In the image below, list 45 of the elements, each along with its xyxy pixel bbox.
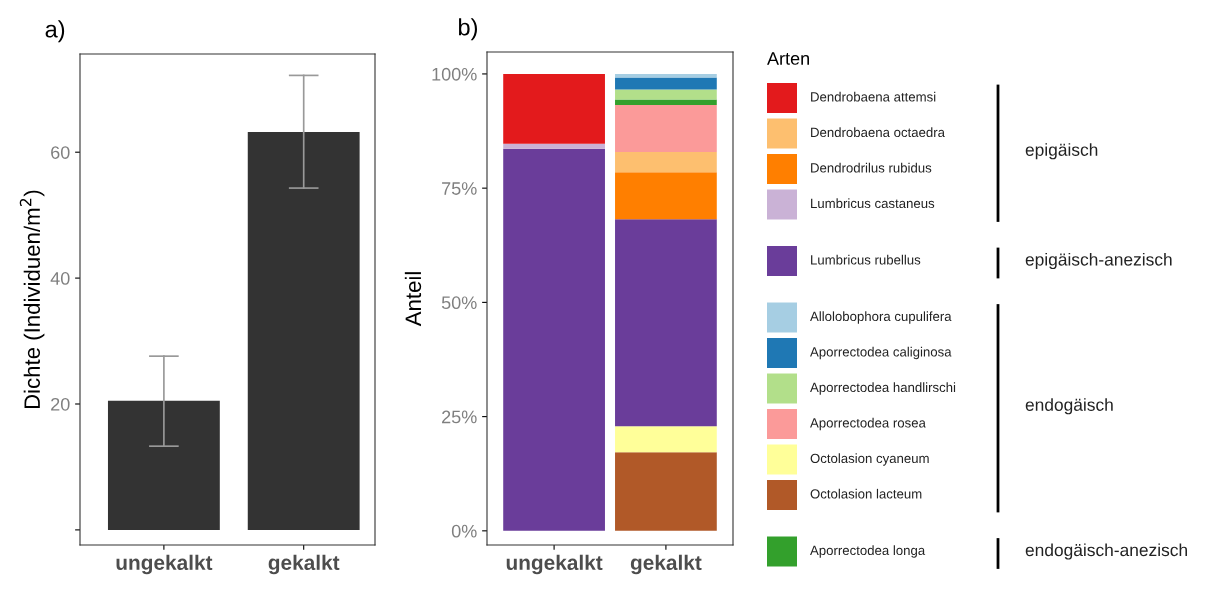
- chart-title: b): [459, 18, 478, 41]
- bar: [615, 152, 717, 173]
- legend-label: Dendrobaena attemsi: [811, 91, 936, 102]
- bar: [615, 77, 717, 90]
- text: epigäisch-anezisch: [1025, 252, 1172, 270]
- legend-label: Octolasion cyaneum: [810, 453, 929, 466]
- bar: [615, 99, 717, 105]
- bar: [615, 172, 717, 220]
- y-axis-title: Dichte (Individuen/m$^{2}$): [19, 190, 45, 409]
- bar: [615, 219, 717, 427]
- y-tick-label: 20: [51, 397, 70, 411]
- bar: [615, 73, 717, 78]
- x-tick-label: gekalkt: [630, 554, 702, 575]
- y-tick-label: 40: [50, 272, 70, 285]
- legend-label: Aporrectodea longa: [810, 545, 926, 558]
- x-tick-label: ungekalkt: [116, 554, 213, 575]
- y-tick-label: 25%: [442, 410, 477, 424]
- legend-label: Allolobophora cupulifera: [810, 311, 952, 324]
- y-axis-title: Anteil: [404, 272, 422, 327]
- y-tick-label: 75%: [442, 182, 477, 195]
- legend-label: Lumbricus castaneus: [811, 198, 935, 209]
- legend-label: Aporrectodea caliginosa: [810, 346, 952, 360]
- bar: [615, 89, 717, 100]
- legend-label: Aporrectodea rosea: [810, 417, 926, 431]
- bar: [503, 143, 605, 149]
- x-tick-label: ungekalkt: [506, 554, 603, 575]
- y-tick-label: 60: [51, 146, 70, 159]
- legend-label: Lumbricus rubellus: [811, 254, 921, 265]
- legend-label: Dendrobaena octaedra: [811, 127, 945, 138]
- legend-label: Dendrodrilus rubidus: [811, 162, 932, 173]
- bar: [615, 105, 717, 153]
- y-tick-label: 100%: [432, 67, 477, 81]
- y-tick-label: 50%: [441, 296, 477, 310]
- y-tick-label: 0%: [451, 524, 477, 538]
- legend-title: Arten: [767, 52, 809, 65]
- text: endogäisch-anezisch: [1025, 543, 1187, 560]
- text: endogäisch: [1025, 398, 1113, 415]
- legend-label: Octolasion lacteum: [810, 488, 922, 499]
- chart-title: a): [45, 20, 65, 43]
- bar: [615, 452, 717, 531]
- bar: [503, 73, 605, 144]
- x-tick-label: gekalkt: [268, 554, 340, 575]
- bar: [615, 426, 717, 453]
- text: epigäisch: [1025, 143, 1098, 160]
- legend-label: Aporrectodea handlirschi: [810, 382, 956, 395]
